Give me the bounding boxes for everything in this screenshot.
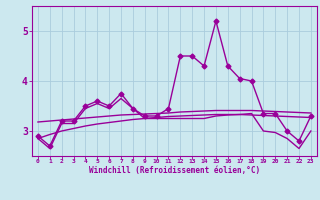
- X-axis label: Windchill (Refroidissement éolien,°C): Windchill (Refroidissement éolien,°C): [89, 166, 260, 175]
